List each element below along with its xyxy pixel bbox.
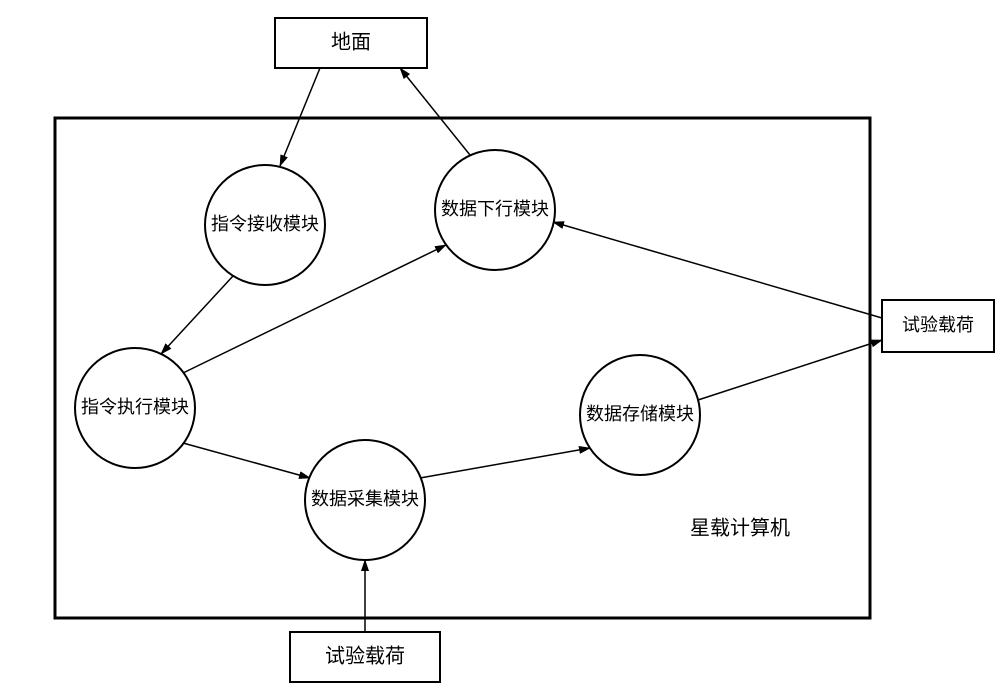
onboard-computer-label: 星载计算机 [690, 517, 790, 540]
circle-node-label-cmd-recv: 指令接收模块 [211, 214, 319, 234]
edge-data-store-to-payload-r [698, 340, 882, 400]
circle-node-label-data-down: 数据下行模块 [441, 199, 549, 219]
edge-cmd-recv-to-cmd-exec [161, 276, 233, 354]
edge-cmd-exec-to-data-coll [183, 443, 310, 478]
edge-data-coll-to-data-store [420, 448, 590, 478]
edge-data-down-to-ground [400, 68, 470, 155]
rect-node-label-ground: 地面 [331, 31, 371, 54]
circle-node-label-data-store: 数据存储模块 [586, 404, 694, 424]
diagram-canvas: 星载计算机地面试验载荷试验载荷指令接收模块数据下行模块指令执行模块数据采集模块数… [0, 0, 1000, 690]
circle-node-label-cmd-exec: 指令执行模块 [81, 397, 189, 417]
rect-node-label-payload-r: 试验载荷 [902, 315, 974, 335]
rect-node-label-payload-b: 试验载荷 [325, 645, 405, 668]
edge-payload-r-to-data-down [553, 222, 882, 318]
circle-node-label-data-coll: 数据采集模块 [311, 489, 419, 509]
